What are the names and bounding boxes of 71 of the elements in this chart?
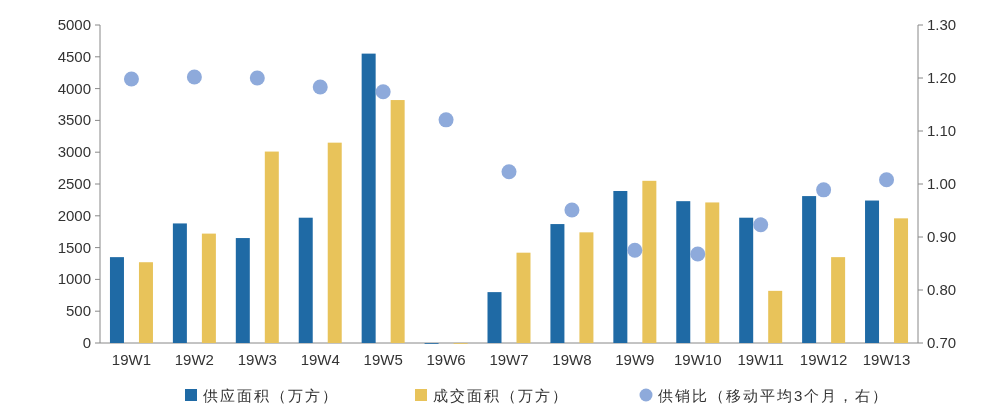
point [123,71,139,87]
y2-tick-label: 1.30 [927,16,957,33]
x-tick-label: 19W7 [489,351,529,368]
point [186,69,202,85]
bar [172,223,187,343]
bar [802,196,817,343]
bar [642,180,657,343]
x-tick-label: 19W13 [862,351,911,368]
bar [298,217,313,343]
bar [768,290,783,343]
y-tick-label: 3000 [57,143,91,161]
y2-tick-label: 0.90 [927,228,957,245]
bar [613,191,628,343]
bar [327,142,342,343]
point [375,84,391,100]
x-tick-label: 19W4 [300,351,340,368]
bar [705,202,720,343]
bar [865,200,880,343]
y-tick-label: 2500 [57,175,91,192]
bar [739,217,754,343]
point [753,217,769,233]
x-tick-label: 19W12 [799,351,848,368]
bar [550,224,565,343]
x-tick-label: 19W9 [615,351,655,368]
point [627,242,643,258]
point [438,112,454,128]
y-tick-label: 500 [65,302,91,320]
y-tick-label: 5000 [57,16,91,33]
y-tick-label: 1000 [57,270,91,288]
y2-tick-label: 1.10 [927,122,957,139]
point [501,164,517,180]
x-tick-label: 19W6 [426,351,466,368]
y-tick-label: 4500 [57,47,91,65]
y-tick-label: 3500 [57,111,91,129]
y2-tick-label: 1.20 [927,69,957,86]
legend-label: 供销比（移动平均3个月，右） [658,387,890,404]
y-tick-label: 2000 [57,206,91,224]
point [249,70,265,86]
x-tick-label: 19W5 [363,351,403,368]
legend-label: 供应面积（万方） [203,387,339,404]
y-tick-label: 0 [82,334,91,351]
bar [235,238,250,343]
y-tick-label: 1500 [57,238,91,256]
y2-tick-label: 1.00 [927,175,957,192]
bar [138,262,153,343]
bar [390,100,405,343]
x-tick-label: 19W8 [552,351,592,368]
bar [676,201,691,343]
x-tick-label: 19W1 [111,351,152,368]
y2-tick-label: 0.70 [927,334,957,351]
bar [579,232,594,343]
point [690,246,706,262]
point [879,172,895,188]
bar [264,151,279,343]
bar [487,292,502,343]
bar [361,53,376,343]
y-tick-label: 4000 [57,79,91,97]
y2-tick-label: 0.80 [927,281,957,298]
bar [516,252,531,343]
bar [201,233,216,343]
point [816,182,832,198]
x-tick-label: 19W10 [674,351,722,368]
legend-label: 成交面积（万方） [433,387,569,404]
point [312,79,328,95]
x-tick-label: 19W3 [237,351,277,368]
x-tick-label: 19W2 [174,351,214,368]
point [564,202,580,218]
bar [894,218,909,343]
bar [831,257,846,343]
bar [109,257,124,343]
x-tick-label: 19W11 [737,351,784,368]
